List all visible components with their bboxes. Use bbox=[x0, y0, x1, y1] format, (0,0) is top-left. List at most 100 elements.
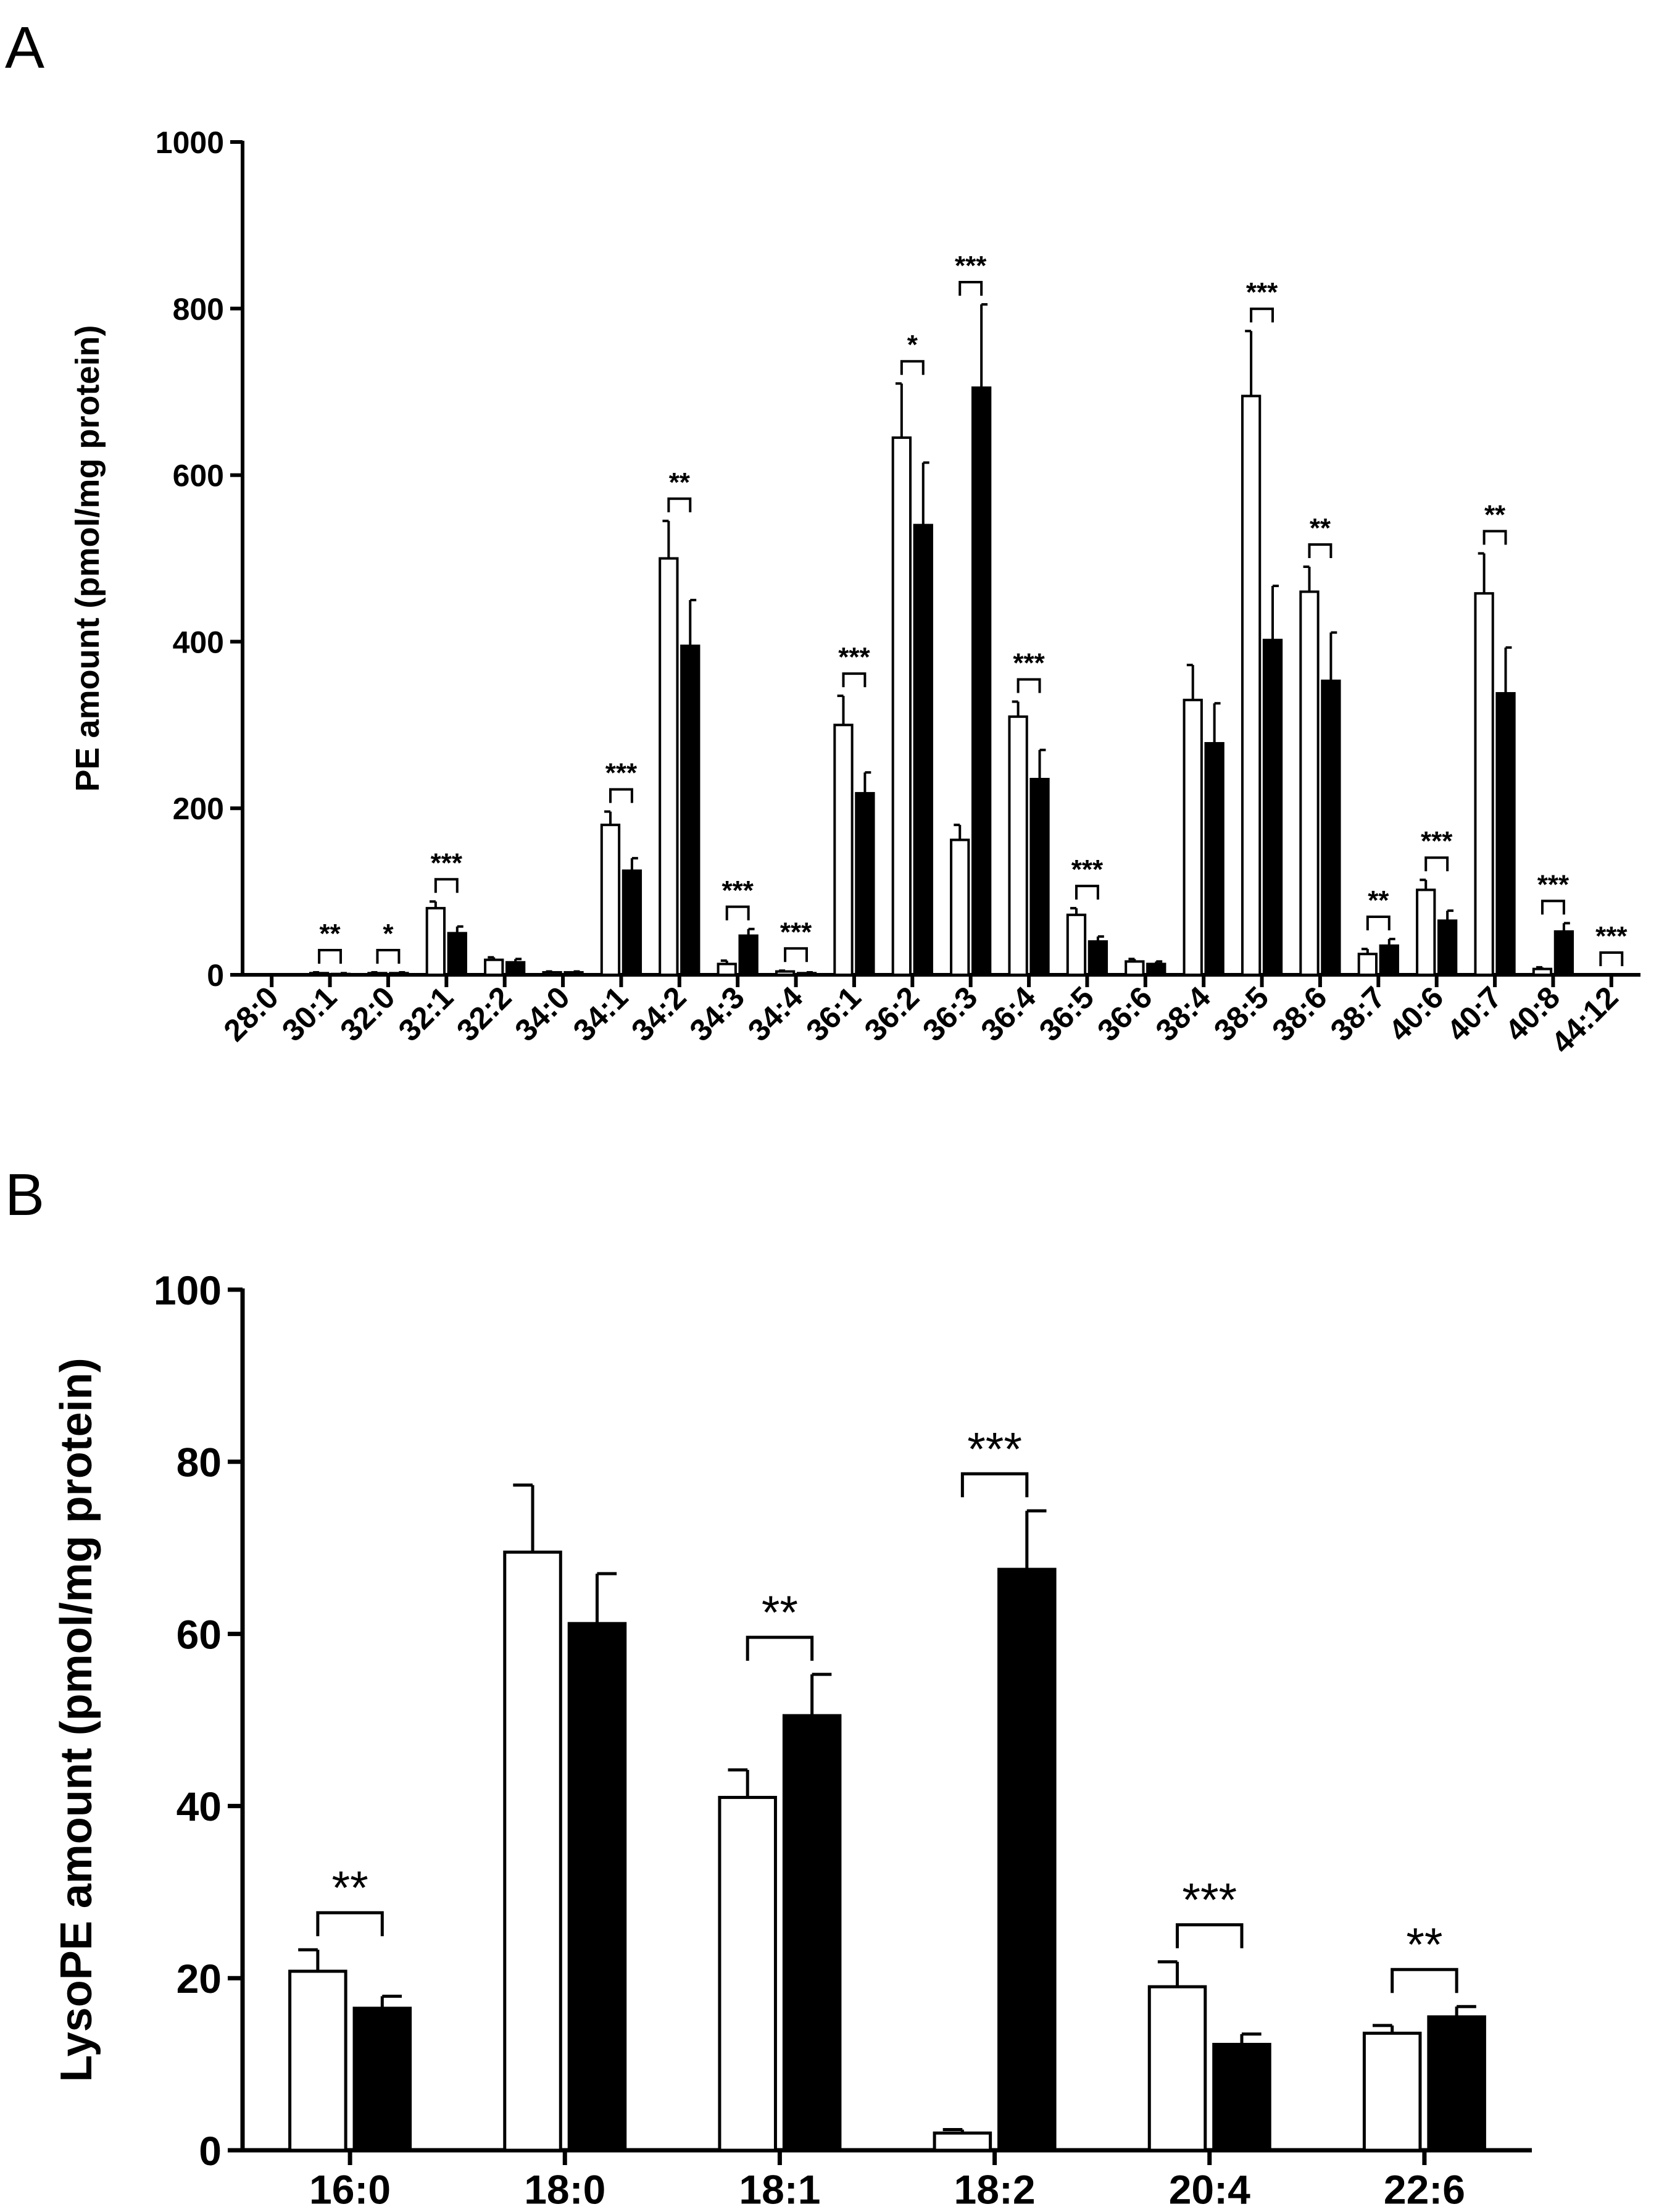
x-tick-label: 38:7 bbox=[1324, 980, 1392, 1048]
y-tick-label: 800 bbox=[173, 292, 224, 327]
x-tick-label: 38:5 bbox=[1207, 980, 1275, 1048]
x-tick-label: 32:2 bbox=[450, 980, 518, 1048]
significance-bracket bbox=[376, 948, 401, 964]
bar-filled bbox=[738, 934, 759, 977]
bar-open bbox=[1125, 960, 1145, 977]
significance-label: *** bbox=[1595, 921, 1628, 951]
bar-filled bbox=[563, 970, 584, 977]
significance-label: ** bbox=[332, 1862, 368, 1914]
bar-filled bbox=[913, 524, 933, 976]
x-tick-label: 34:2 bbox=[625, 980, 692, 1048]
bar-filled bbox=[1087, 940, 1108, 977]
x-tick-label: 38:6 bbox=[1265, 980, 1333, 1048]
bar-open bbox=[718, 1795, 777, 2152]
y-tick-label: 20 bbox=[177, 1956, 222, 2001]
x-tick-label: 38:4 bbox=[1149, 980, 1217, 1048]
panel-b-label: B bbox=[5, 1162, 44, 1228]
y-tick-label: 80 bbox=[177, 1440, 222, 1485]
significance-bracket bbox=[1250, 307, 1274, 323]
significance-bracket bbox=[958, 281, 983, 296]
bar-filled bbox=[1321, 679, 1341, 976]
bar-open bbox=[1416, 888, 1436, 976]
significance-label: *** bbox=[1246, 277, 1278, 307]
significance-bracket bbox=[1308, 543, 1333, 558]
bar-open bbox=[1357, 953, 1378, 977]
panel-a-label: A bbox=[5, 15, 44, 81]
significance-bracket bbox=[1599, 951, 1624, 966]
bar-filled bbox=[680, 645, 701, 976]
bar-open bbox=[717, 962, 737, 977]
significance-bracket bbox=[900, 360, 925, 375]
bar-open bbox=[1008, 715, 1028, 977]
bar-open bbox=[891, 436, 912, 976]
bar-filled bbox=[796, 972, 817, 977]
bar-open bbox=[1532, 967, 1553, 977]
y-tick-label: 100 bbox=[154, 1267, 222, 1313]
x-tick-label: 40:6 bbox=[1382, 980, 1450, 1048]
significance-bracket bbox=[1540, 899, 1565, 915]
y-tick-label: 0 bbox=[199, 2128, 222, 2174]
y-axis-label: PE amount (pmol/mg protein) bbox=[69, 325, 106, 792]
bar-open bbox=[775, 970, 796, 977]
significance-label: *** bbox=[722, 875, 754, 906]
significance-bracket bbox=[667, 497, 692, 512]
y-tick-label: 40 bbox=[177, 1784, 222, 1829]
significance-label: * bbox=[383, 919, 394, 949]
x-tick-label: 34:3 bbox=[683, 980, 751, 1048]
significance-label: *** bbox=[967, 1423, 1022, 1475]
significance-bracket bbox=[1391, 1968, 1458, 1993]
bar-filled bbox=[1146, 962, 1166, 977]
bar-open bbox=[309, 972, 330, 977]
x-tick-label: 18:2 bbox=[954, 2167, 1036, 2212]
x-tick-label: 36:5 bbox=[1033, 980, 1100, 1048]
bar-open bbox=[1362, 2031, 1422, 2152]
bar-filled bbox=[1437, 919, 1458, 976]
bar-open bbox=[1066, 913, 1087, 976]
x-tick-label: 28:0 bbox=[217, 980, 285, 1048]
x-tick-label: 44:12 bbox=[1545, 980, 1625, 1060]
significance-label: *** bbox=[431, 848, 463, 878]
significance-label: *** bbox=[838, 642, 870, 672]
x-tick-label: 40:7 bbox=[1440, 980, 1508, 1048]
significance-label: *** bbox=[1182, 1874, 1237, 1927]
bar-filled bbox=[1379, 944, 1399, 977]
significance-label: * bbox=[907, 330, 918, 360]
bar-filled bbox=[1427, 2015, 1486, 2152]
x-tick-label: 34:4 bbox=[741, 980, 809, 1048]
x-tick-label: 36:3 bbox=[916, 980, 984, 1048]
bar-open bbox=[950, 838, 970, 977]
bar-filled bbox=[447, 932, 467, 977]
bar-open bbox=[933, 2131, 992, 2152]
bar-open bbox=[1474, 592, 1494, 976]
y-tick-label: 400 bbox=[173, 625, 224, 659]
significance-bracket bbox=[316, 1911, 384, 1937]
significance-bracket bbox=[609, 788, 633, 803]
x-tick-label: 22:6 bbox=[1384, 2167, 1465, 2212]
bar-filled bbox=[971, 386, 992, 976]
significance-bracket bbox=[1017, 678, 1041, 693]
bar-filled bbox=[1495, 692, 1516, 976]
significance-label: *** bbox=[780, 917, 812, 947]
bar-open bbox=[833, 724, 854, 977]
bar-filled bbox=[997, 1567, 1057, 2152]
bar-filled bbox=[389, 972, 409, 977]
bar-open bbox=[503, 1550, 562, 2152]
bar-filled bbox=[330, 972, 351, 977]
x-tick-label: 32:1 bbox=[392, 980, 460, 1048]
significance-bracket bbox=[960, 1472, 1029, 1498]
significance-bracket bbox=[1176, 1923, 1244, 1948]
y-tick-label: 200 bbox=[173, 791, 224, 826]
bar-open bbox=[367, 972, 388, 977]
bar-open bbox=[1241, 394, 1262, 976]
significance-label: *** bbox=[1071, 854, 1104, 885]
bar-filled bbox=[1029, 777, 1050, 976]
bar-filled bbox=[567, 1622, 627, 2152]
bar-filled bbox=[622, 869, 642, 976]
significance-label: ** bbox=[669, 467, 691, 498]
bar-open bbox=[425, 907, 446, 976]
y-tick-label: 60 bbox=[177, 1611, 222, 1657]
panel-b-chart: 0 20 40 60 80 100 LysoPE amount (pmol/mg prote… bbox=[52, 1267, 1532, 2212]
bar-filled bbox=[1212, 2043, 1271, 2152]
x-tick-label: 36:6 bbox=[1091, 980, 1158, 1048]
x-tick-label: 20:4 bbox=[1169, 2167, 1250, 2212]
